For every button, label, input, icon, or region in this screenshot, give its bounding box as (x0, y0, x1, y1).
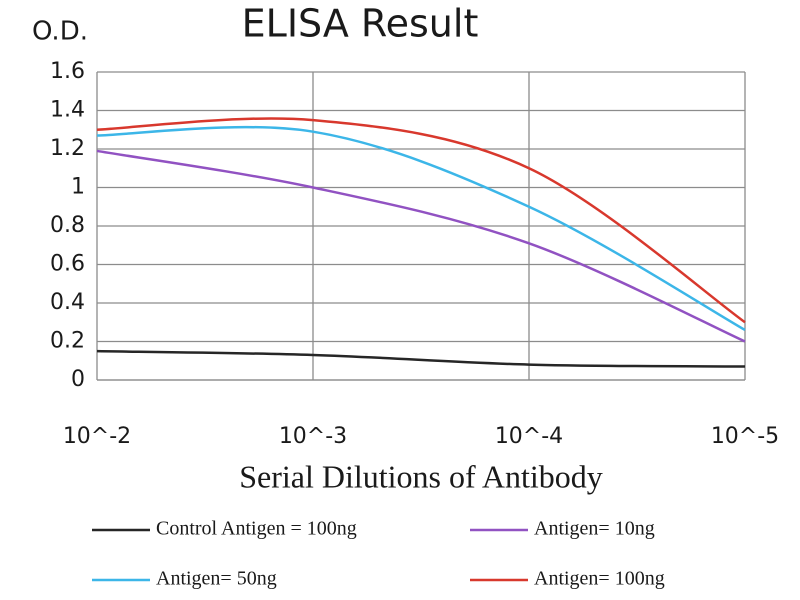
x-axis-label: Serial Dilutions of Antibody (239, 458, 603, 494)
data-line (96, 117, 746, 324)
legend-label: Control Antigen = 100ng (156, 518, 357, 540)
legend-label: Antigen= 50ng (156, 568, 277, 590)
data-line (96, 349, 746, 368)
y-tick-label: 0.6 (50, 252, 85, 277)
y-tick-label: 1.6 (50, 59, 85, 84)
legend-label: Antigen= 10ng (534, 518, 655, 540)
x-tick-label: 10^-3 (279, 424, 347, 449)
y-tick-label: 1 (71, 175, 85, 200)
y-tick-label: 0 (71, 367, 85, 392)
y-tick-label: 1.4 (50, 98, 85, 123)
x-tick-label: 10^-5 (711, 424, 779, 449)
x-tick-label: 10^-2 (63, 424, 131, 449)
y-tick-label: 0.2 (50, 329, 85, 354)
legend-label: Antigen= 100ng (534, 568, 665, 590)
x-tick-label: 10^-4 (495, 424, 563, 449)
data-line (96, 125, 746, 332)
y-tick-label: 0.4 (50, 290, 85, 315)
y-axis-label: O.D. (32, 17, 88, 47)
data-line (96, 149, 746, 343)
y-tick-label: 1.2 (50, 136, 85, 161)
chart-title: ELISA Result (242, 2, 479, 46)
y-tick-label: 0.8 (50, 213, 85, 238)
